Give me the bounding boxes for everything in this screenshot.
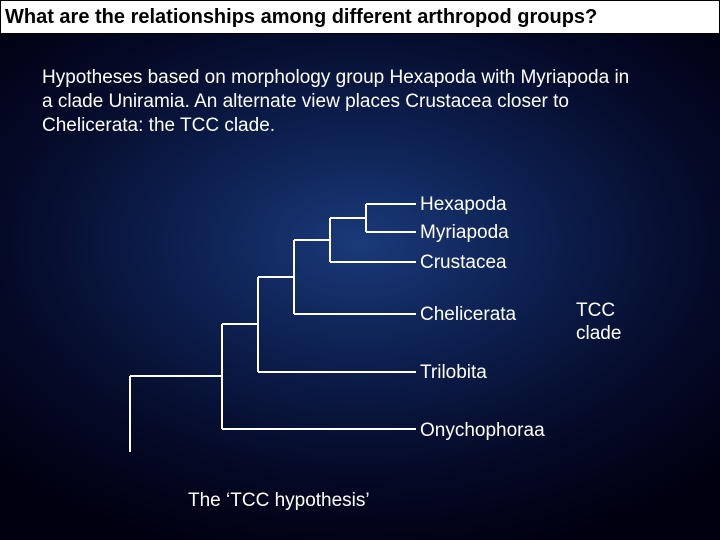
hypothesis-text: Hypotheses based on morphology group Hex… [42,66,642,137]
taxon-label: Hexapoda [420,194,507,216]
caption: The ‘TCC hypothesis’ [188,490,370,512]
taxon-label: Myriapoda [420,222,509,244]
title-bar: What are the relationships among differe… [0,0,720,34]
cladogram [120,180,420,465]
taxon-label: Crustacea [420,252,507,274]
tcc-line2: clade [576,323,621,344]
cladogram-svg [120,180,420,465]
tcc-clade-label: TCC clade [576,300,621,346]
taxon-label: Chelicerata [420,304,516,326]
taxon-label: Onychophoraa [420,420,545,442]
taxon-label: Trilobita [420,362,487,384]
tcc-line1: TCC [576,300,615,321]
slide-title: What are the relationships among differe… [5,6,597,29]
